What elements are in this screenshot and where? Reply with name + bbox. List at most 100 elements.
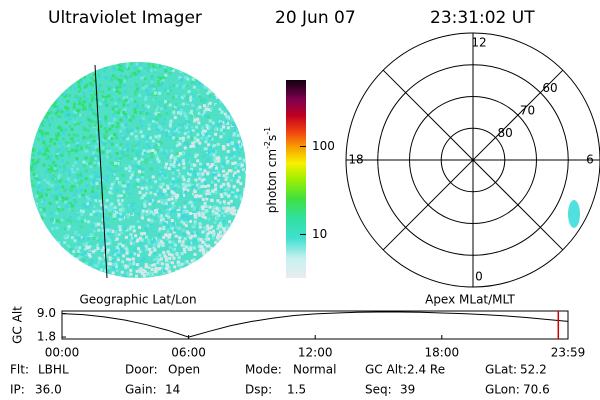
pixel [56,76,60,80]
pixel [34,89,37,93]
pixel [37,240,41,244]
pixel [231,231,235,235]
pixel [128,258,132,262]
pixel [37,95,40,98]
pixel [241,163,244,167]
pixel [211,121,215,125]
pixel [196,133,200,137]
pixel [53,75,57,79]
pixel [145,188,149,192]
pixel [79,63,83,67]
pixel [138,165,142,169]
pixel [177,182,181,186]
pixel [204,67,208,71]
pixel [237,126,240,130]
pixel [199,172,203,176]
pixel [197,211,201,215]
pixel [198,81,201,85]
pixel [65,108,69,112]
pixel [205,64,209,68]
pixel [106,269,110,273]
pixel [107,168,110,172]
pixel [157,137,160,141]
status-value: 2.4 Re [407,363,445,377]
pixel [97,270,101,274]
pixel [181,175,185,179]
pixel [242,116,246,120]
pixel [64,114,68,118]
pixel [133,92,137,96]
pixel [91,96,95,100]
pixel [149,167,153,171]
pixel [37,181,41,185]
pixel [245,105,246,109]
pixel [178,236,182,240]
pixel [86,146,90,150]
pixel [116,162,120,165]
pixel [214,127,217,131]
pixel [245,189,246,193]
pixel [206,108,210,111]
pixel [64,62,68,66]
pixel [160,243,164,247]
pixel [90,156,94,160]
pixel [222,125,225,129]
pixel [244,244,246,248]
pixel [207,135,211,138]
pixel [202,251,206,255]
pixel [244,268,246,272]
pixel [86,116,90,120]
pixel [241,85,245,89]
pixel [176,65,180,69]
pixel [70,204,74,208]
pixel [199,70,203,74]
pixel [211,236,215,240]
pixel [239,131,243,135]
pixel [165,207,169,211]
colorbar-tick-label: 100 [312,139,335,153]
pixel [53,260,57,264]
pixel [166,212,170,216]
pixel [56,192,60,196]
pixel [98,79,102,83]
pixel [38,224,42,228]
pixel [148,253,152,257]
pixel [61,78,65,82]
pixel [43,99,47,103]
pixel [244,268,246,272]
pixel [210,271,214,275]
pixel [197,194,201,198]
pixel [88,268,92,272]
pixel [191,103,195,107]
pixel [132,184,136,188]
pixel [46,132,50,136]
pixel [214,211,218,215]
pixel [132,229,136,233]
pixel [111,251,115,255]
pixel [152,246,156,250]
pixel [74,72,78,76]
pixel [133,69,137,73]
pixel [171,248,175,252]
pixel [69,263,73,266]
pixel [175,103,178,107]
pixel [111,81,115,85]
pixel [215,75,218,79]
pixel [211,149,215,153]
pixel [179,98,183,102]
pixel [203,205,206,208]
pixel [85,195,89,199]
pixel [92,205,96,209]
pixel [92,105,96,109]
pixel [64,120,68,124]
pixel [125,220,129,224]
pixel [98,199,102,203]
pixel [70,271,74,275]
pixel [223,202,227,206]
pixel [152,243,156,247]
pixel [189,200,192,204]
pixel [138,268,141,272]
pixel [77,68,81,72]
colorbar-label: photon cm-2s-1 [263,127,279,214]
pixel [67,239,71,243]
